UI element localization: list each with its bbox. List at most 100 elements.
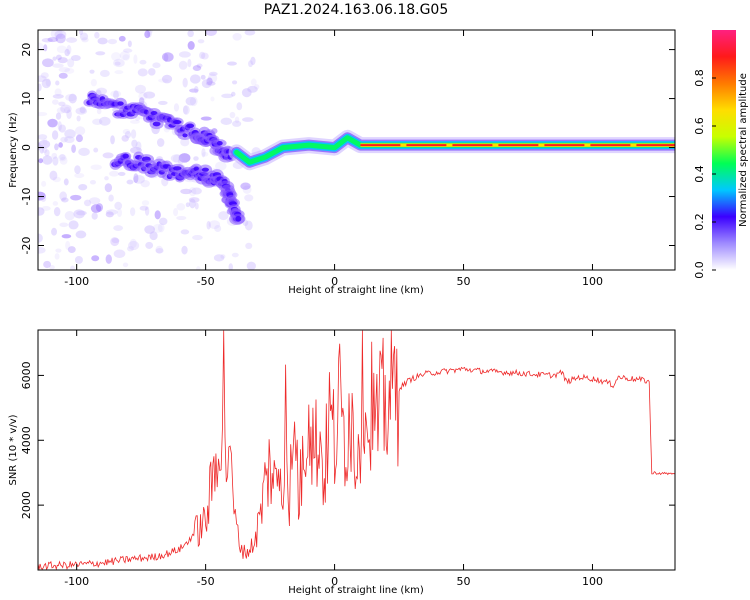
spectrogram-y-ticks: -20 -10 0 10 20 [20, 43, 675, 254]
spectrogram-noise-blob [41, 37, 53, 43]
spectrogram-noise-blob [53, 207, 61, 217]
snr-y-axis-label: SNR (10 * v/v) [8, 414, 19, 485]
spectrogram-noise-blob [126, 246, 134, 252]
spectrogram-noise-blob [38, 142, 41, 151]
spectrogram-noise-blob [173, 103, 180, 112]
spectrogram-noise-blob [248, 60, 253, 68]
spectrogram-noise-blob [58, 72, 68, 79]
snr-y-tick-label: 6000 [20, 361, 33, 389]
spectrogram-noise-blob [110, 90, 122, 98]
snr-x-tick-label: 50 [457, 575, 471, 588]
spectrogram-noise-blob [64, 136, 75, 144]
spectrogram-noise-blob [52, 56, 57, 61]
spectrogram-noise-blob [201, 151, 209, 157]
spectrogram-noise-blob [59, 156, 68, 165]
spectrogram-noise-blob [110, 135, 115, 145]
spectrogram-noise-blob [242, 185, 252, 194]
spectrogram-noise-blob [247, 85, 258, 93]
spectrogram-noise-blob [187, 58, 192, 68]
spectrogram-upper-branch-core [117, 101, 124, 106]
spectrogram-noise-blob [158, 100, 168, 105]
snr-x-tick-label: -100 [64, 575, 89, 588]
spectrogram-noise-blob [70, 265, 76, 270]
spectrogram-noise-blob [133, 174, 145, 184]
spectrogram-noise-blob [65, 240, 71, 250]
spectrogram-noise-blob [38, 134, 48, 140]
spectrogram-noise-blob [126, 179, 134, 185]
spectrogram-upper-branch-core [216, 141, 223, 146]
spectrogram-noise-blob [196, 63, 203, 68]
spectrogram-noise-blob [188, 186, 197, 197]
spectrogram-noise-blob [65, 93, 77, 102]
spectrogram-noise-blob [92, 118, 103, 125]
spectrogram-noise-blob [65, 37, 78, 43]
snr-background [38, 330, 675, 570]
spectrogram-noise-blob [68, 93, 77, 104]
spectrogram-noise-blob [180, 137, 190, 147]
spectrogram-noise-blob [58, 142, 63, 148]
spectrogram-noise-blob [41, 78, 51, 89]
spectrogram-lower-branch-core [172, 166, 182, 171]
spectrogram-noise-blob [123, 48, 133, 53]
spectrogram-noise-blob [113, 249, 126, 258]
spectrogram-noise-blob [38, 158, 44, 164]
spectrogram-noise-blob [140, 180, 150, 188]
spectrogram-noise-blob [74, 256, 83, 264]
spectrogram-noise-blob [59, 222, 69, 228]
snr-y-tick-label: 4000 [20, 426, 33, 454]
spectrogram-noise-blob [173, 208, 179, 217]
spectrogram-noise-blob [90, 204, 102, 213]
spectrogram-frame [37, 29, 676, 271]
spectrogram-noise-blob [75, 134, 83, 143]
spectrogram-noise-blob [114, 61, 121, 66]
spectrogram-noise-blob [176, 215, 187, 221]
spectrogram-noise-blob [133, 54, 138, 64]
spectrogram-noise-blob [130, 207, 136, 217]
spectrogram-noise-blob [158, 78, 169, 83]
spectrogram-noise-blob [38, 42, 44, 51]
spectrogram-noise-blob [74, 172, 85, 179]
spectrogram-noise-blob [90, 164, 102, 170]
spectrogram-noise-blob [64, 210, 75, 221]
spectrogram-noise-blob [113, 225, 124, 231]
spectrogram-noise-blob [157, 223, 165, 233]
spectrogram-noise-blob [56, 45, 67, 54]
spectrogram-noise-blob [59, 191, 67, 201]
spectrogram-noise-blob [55, 54, 62, 61]
spectrogram-noise-blob [244, 194, 254, 202]
spectrogram-noise-blob [38, 111, 48, 117]
spectrogram-noise-blob [42, 58, 54, 68]
spectrogram-noise-blob [250, 78, 257, 86]
spectrogram-noise-blob [42, 155, 53, 165]
spectrogram-noise-blob [254, 84, 260, 90]
colorbar-tick-label: 0.8 [693, 69, 706, 87]
spectrogram-noise-blob [39, 144, 45, 154]
snr-x-ticks: -100 -50 0 50 100 [64, 330, 603, 588]
spectrogram-noise-blob [57, 154, 67, 162]
colorbar-label: Normalized spectral amplitude [738, 73, 749, 227]
spectrogram-noise-blob [49, 265, 55, 270]
spectrogram-noise-blob [163, 53, 169, 62]
spectrogram-noise-blob [176, 203, 186, 211]
spectrogram-noise-blob [63, 178, 69, 186]
spectrogram-noise-blob [122, 262, 129, 268]
spectrogram-noise-blob [89, 69, 95, 74]
spectrogram-noise-blob [114, 70, 124, 75]
spectrogram-noise-blob [41, 146, 48, 154]
spectrogram-noise-blob [75, 107, 88, 115]
spectrogram-noise-blob [208, 220, 221, 229]
spectrogram-lower-branch-core [235, 215, 242, 222]
spectrogram-noise-blob [105, 254, 112, 264]
spectrogram-noise-blob [182, 77, 188, 88]
spectrogram-upper-branch-core [186, 123, 195, 129]
spectrogram-noise-blob [64, 68, 75, 74]
spectrogram-noise-blob [207, 73, 218, 83]
spectrogram-noise-blob [130, 129, 137, 139]
spectrogram-noise-blob [182, 105, 188, 115]
spectrogram-noise-blob [42, 138, 48, 146]
spectrogram-noise-blob [208, 71, 218, 76]
spectrogram-noise-blob [218, 211, 229, 221]
spectrogram-noise-blob [67, 246, 76, 254]
